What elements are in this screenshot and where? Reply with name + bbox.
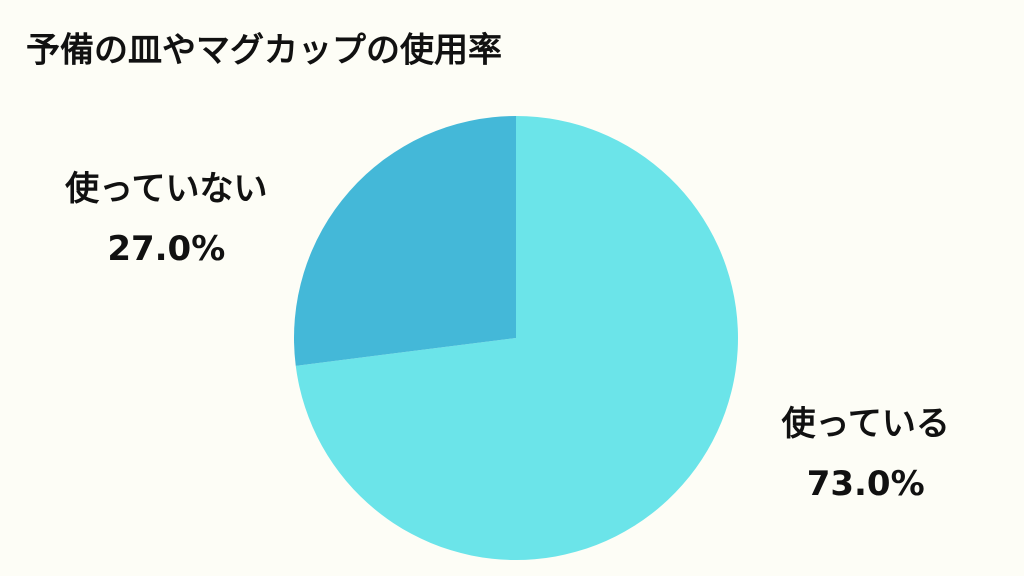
chart-title: 予備の皿やマグカップの使用率: [26, 31, 502, 71]
value-label: 73.0%: [807, 464, 925, 504]
slice-label: 使っていない: [64, 169, 267, 209]
value-label: 27.0%: [107, 229, 225, 269]
slice-label: 使っている: [781, 404, 950, 444]
pie-slice: [294, 116, 516, 366]
pie-slice: [295, 116, 739, 560]
